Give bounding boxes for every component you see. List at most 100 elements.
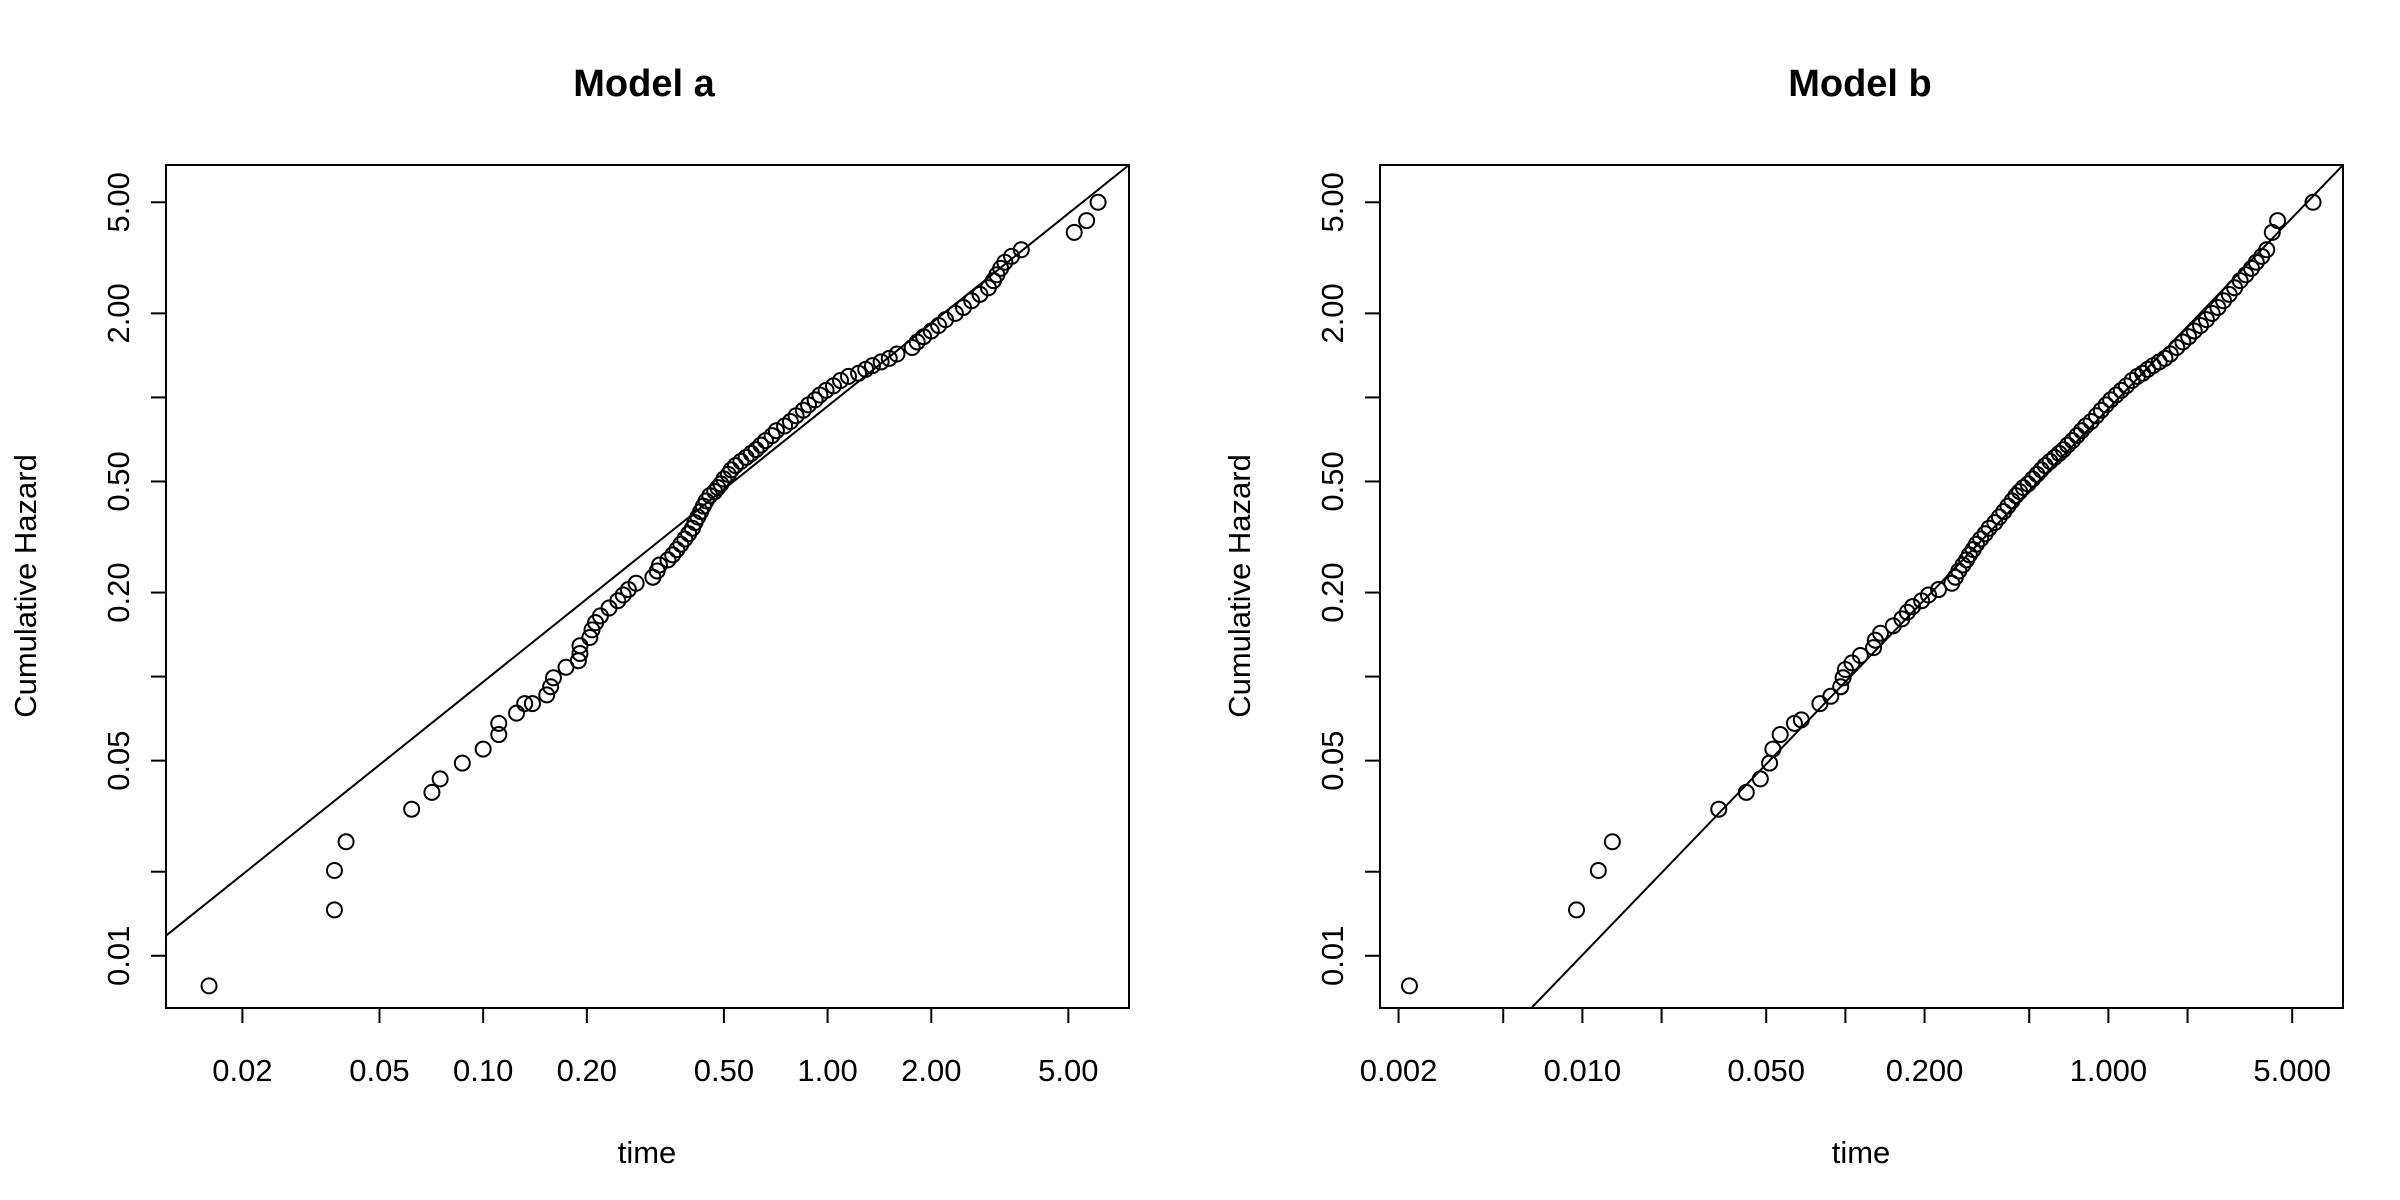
data-point (1400, 977, 1418, 995)
data-point (516, 695, 534, 713)
data-point (2112, 381, 2130, 399)
data-point (2174, 333, 2192, 351)
data-point (1751, 770, 1769, 788)
x-axis: 0.02 0.05 0.10 0.20 0.50 1.00 2.00 5.00 (212, 1008, 1099, 1088)
data-point (2258, 241, 2276, 259)
data-point (431, 770, 449, 788)
data-point (2063, 432, 2081, 450)
panel-title: Model a (573, 63, 715, 105)
data-point (2041, 452, 2059, 470)
x-tick-label: 0.05 (349, 1053, 409, 1088)
data-point (1822, 687, 1840, 705)
data-point (1930, 581, 1948, 599)
data-point (2068, 427, 2086, 445)
data-point (650, 556, 668, 574)
data-point (1078, 212, 1096, 230)
data-point (337, 833, 355, 851)
data-point (664, 546, 682, 564)
x-tick-label: 1.00 (797, 1053, 857, 1088)
data-point (544, 669, 562, 687)
data-point (2024, 470, 2042, 488)
data-point (747, 441, 765, 459)
x-tick-label: 0.20 (557, 1053, 617, 1088)
data-point (1986, 514, 2004, 532)
data-point (1990, 508, 2008, 526)
data-point (709, 479, 727, 497)
data-point (1792, 711, 1810, 729)
data-point (1995, 503, 2013, 521)
data-point (1603, 833, 1621, 851)
data-point (752, 436, 770, 454)
data-point (1761, 754, 1779, 772)
data-point (538, 686, 556, 704)
data-point (903, 338, 921, 356)
data-point (2203, 304, 2221, 322)
data-point (2059, 436, 2077, 454)
y-tick-label: 0.05 (1315, 730, 1350, 790)
y-tick-label: 0.20 (1315, 562, 1350, 622)
y-tick-label: 0.01 (101, 926, 136, 986)
y-tick-label: 0.20 (101, 562, 136, 622)
data-point (542, 678, 560, 696)
data-point (2247, 253, 2265, 271)
data-point (523, 695, 541, 713)
data-point (2082, 412, 2100, 430)
data-point (2077, 417, 2095, 435)
data-point (1834, 669, 1852, 687)
data-point (2269, 212, 2287, 230)
data-point (1764, 740, 1782, 758)
data-point (2097, 396, 2115, 414)
data-point (200, 977, 218, 995)
data-point (872, 353, 890, 371)
x-axis-label: time (618, 1135, 677, 1170)
data-point (1999, 497, 2017, 515)
x-tick-label: 0.10 (453, 1053, 513, 1088)
x-tick-label: 0.02 (212, 1053, 272, 1088)
data-point (742, 444, 760, 462)
y-tick-label: 0.50 (101, 451, 136, 511)
x-tick-label: 0.50 (694, 1053, 754, 1088)
data-point (722, 461, 740, 479)
data-point (627, 574, 645, 592)
data-point (581, 629, 599, 647)
data-point (2028, 465, 2046, 483)
data-point (1904, 598, 1922, 616)
data-point (2180, 328, 2198, 346)
data-point (2168, 338, 2186, 356)
reference-line (1530, 165, 2343, 1008)
data-point (325, 862, 343, 880)
data-point (2231, 272, 2249, 290)
points-group (1400, 193, 2322, 995)
data-point (1012, 241, 1030, 259)
data-point (2087, 407, 2105, 425)
y-tick-label: 0.05 (101, 730, 136, 790)
x-tick-label: 0.200 (1886, 1053, 1964, 1088)
y-tick-label: 5.00 (1315, 172, 1350, 232)
data-point (2014, 479, 2032, 497)
x-axis-label: time (1832, 1135, 1891, 1170)
data-point (863, 357, 881, 375)
data-point (1980, 519, 1998, 537)
plot-frame (1379, 164, 2344, 1009)
y-axis-label: Cumulative Hazard (1222, 454, 1257, 718)
data-point (1919, 586, 1937, 604)
data-point (781, 412, 799, 430)
data-point (888, 345, 906, 363)
reference-line-group (1530, 165, 2343, 1008)
y-tick-label: 0.50 (1315, 451, 1350, 511)
data-point (2304, 193, 2322, 211)
data-point (2072, 422, 2090, 440)
data-point (806, 391, 824, 409)
data-point (1865, 639, 1883, 657)
data-point (474, 740, 492, 758)
x-tick-label: 1.000 (2070, 1053, 2148, 1088)
y-tick-label: 2.00 (1315, 283, 1350, 343)
plot-frame (165, 164, 1130, 1009)
x-tick-label: 2.00 (901, 1053, 961, 1088)
data-point (1967, 535, 1985, 553)
data-point (1872, 624, 1890, 642)
data-point (325, 901, 343, 919)
data-point (423, 783, 441, 801)
data-point (1568, 901, 1586, 919)
